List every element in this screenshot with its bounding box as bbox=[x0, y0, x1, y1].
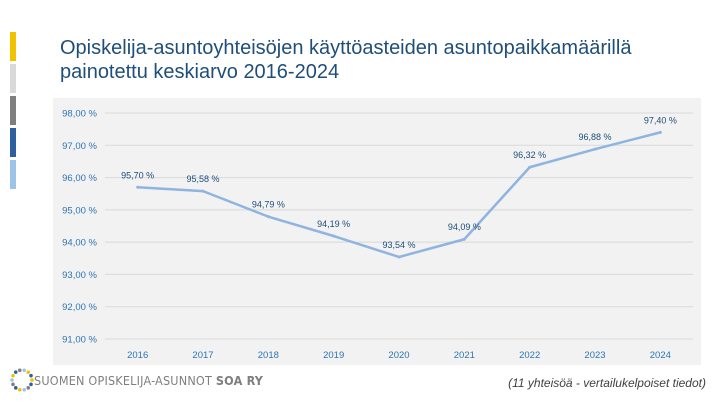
data-point bbox=[462, 237, 466, 241]
y-tick-label: 94,00 % bbox=[62, 238, 97, 249]
y-tick-label: 93,00 % bbox=[62, 270, 97, 281]
x-tick-label: 2016 bbox=[127, 350, 148, 361]
data-label: 94,19 % bbox=[317, 219, 350, 229]
x-tick-label: 2018 bbox=[258, 350, 279, 361]
logo-dot bbox=[22, 368, 27, 373]
y-tick-label: 98,00 % bbox=[62, 109, 97, 120]
x-tick-label: 2021 bbox=[454, 350, 475, 361]
x-tick-label: 2019 bbox=[323, 350, 344, 361]
line-chart: 91,00 % 92,00 % 93,00 % 94,00 % 95,00 % 96,00… bbox=[62, 109, 693, 361]
logo-dot bbox=[10, 378, 14, 382]
slide-title: Opiskelija-asuntoyhteisöjen käyttöasteid… bbox=[60, 36, 680, 84]
y-tick-label: 96,00 % bbox=[62, 173, 97, 184]
accent-bar bbox=[10, 32, 16, 61]
data-point bbox=[593, 147, 597, 151]
data-point bbox=[658, 130, 662, 134]
data-point bbox=[528, 165, 532, 169]
data-point bbox=[332, 234, 336, 238]
logo-dot bbox=[22, 387, 27, 392]
data-point bbox=[266, 215, 270, 219]
logo-dot bbox=[30, 378, 34, 382]
data-label: 95,58 % bbox=[186, 174, 219, 184]
x-tick-label: 2017 bbox=[192, 350, 213, 361]
logo-text-bold: SOA RY bbox=[215, 373, 264, 388]
slide-title-line1: Opiskelija-asuntoyhteisöjen käyttöasteid… bbox=[60, 37, 632, 59]
logo-dot bbox=[13, 370, 18, 374]
x-tick-label: 2023 bbox=[584, 350, 605, 361]
y-tick-label: 91,00 % bbox=[62, 335, 97, 346]
accent-bar bbox=[10, 96, 16, 125]
series-line bbox=[137, 131, 661, 259]
data-label: 94,79 % bbox=[252, 200, 285, 210]
accent-bar bbox=[10, 160, 16, 189]
accent-bar bbox=[10, 128, 16, 157]
logo-dot bbox=[26, 386, 31, 390]
x-tick-label: 2022 bbox=[519, 350, 540, 361]
slide-title-line2: painotettu keskiarvo 2016-2024 bbox=[60, 61, 340, 83]
data-point bbox=[397, 255, 401, 259]
accent-bar bbox=[10, 64, 16, 93]
accent-bars bbox=[10, 0, 16, 189]
data-label: 96,32 % bbox=[513, 150, 546, 160]
logo-dot bbox=[17, 368, 22, 373]
x-tick-label: 2024 bbox=[650, 350, 671, 361]
data-point bbox=[136, 185, 140, 189]
y-tick-label: 95,00 % bbox=[62, 205, 97, 216]
data-label: 95,70 % bbox=[121, 170, 154, 180]
data-label: 97,40 % bbox=[644, 115, 677, 125]
logo-text: SUOMEN OPISKELIJA-ASUNNOT SOA RY bbox=[34, 373, 263, 388]
data-label: 93,54 % bbox=[382, 240, 415, 250]
footnote: (11 yhteisöä - vertailukelpoiset tiedot) bbox=[508, 376, 706, 390]
y-tick-label: 92,00 % bbox=[62, 302, 97, 313]
accent-bar bbox=[10, 0, 16, 29]
y-tick-label: 97,00 % bbox=[62, 141, 97, 152]
logo-dot bbox=[11, 382, 15, 387]
logo-dot bbox=[13, 386, 18, 390]
logo-dot bbox=[29, 382, 33, 387]
data-point bbox=[201, 189, 205, 193]
logo-dot bbox=[26, 370, 31, 374]
logo-dot bbox=[11, 373, 15, 378]
chart-panel bbox=[53, 98, 701, 365]
x-tick-label: 2020 bbox=[388, 350, 409, 361]
data-label: 94,09 % bbox=[448, 222, 481, 232]
logo-dot bbox=[17, 387, 22, 392]
soa-logo-icon bbox=[10, 368, 34, 392]
data-label: 96,88 % bbox=[578, 132, 611, 142]
logo-text-main: SUOMEN OPISKELIJA-ASUNNOT bbox=[34, 373, 213, 388]
logo-dot bbox=[29, 373, 33, 378]
